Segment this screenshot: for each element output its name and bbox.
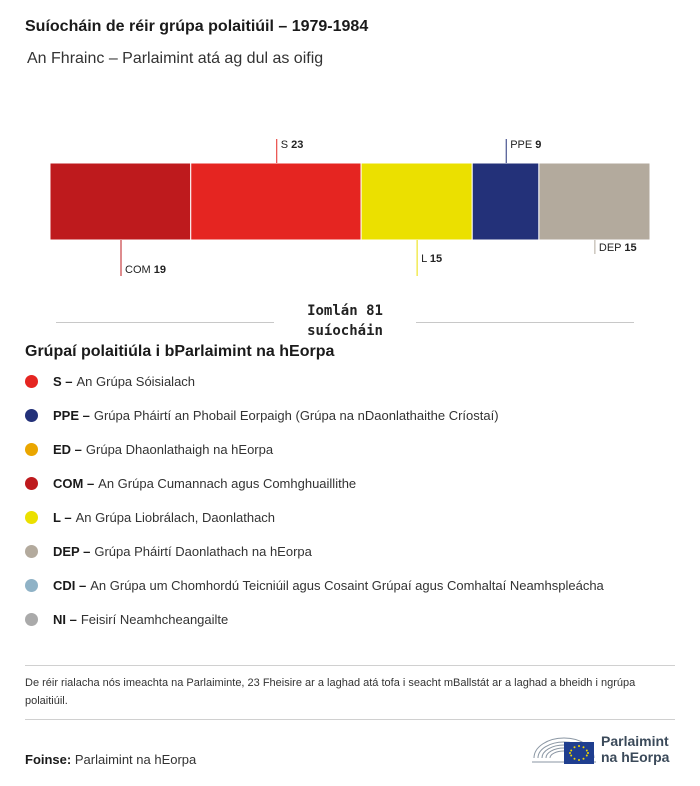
- source: Foinse: Parlaimint na hEorpa: [25, 752, 196, 767]
- bar-label-ppe: PPE 9: [510, 139, 541, 151]
- total-divider-right: [416, 322, 634, 323]
- source-text: Parlaimint na hEorpa: [74, 752, 197, 767]
- legend-color-swatch: [25, 408, 38, 422]
- total-seats-label: Iomlán 81 suíocháin: [274, 301, 416, 341]
- legend-item-cdi: CDI – An Grúpa um Chomhordú Teicniúil agu…: [25, 574, 685, 596]
- legend-text: An Grúpa Liobrálach, Daonlathach: [75, 509, 276, 525]
- bar-ppe: [471, 162, 540, 241]
- legend-abbr: CDI –: [53, 577, 87, 593]
- logo-line-1: Parlaimint: [601, 733, 669, 749]
- source-label: Foinse:: [25, 752, 72, 767]
- bar-label-dep: DEP 15: [599, 242, 637, 254]
- bar-dep: [538, 162, 651, 241]
- total-seats: Iomlán 81 suíocháin: [56, 298, 634, 344]
- logo-line-2: na hEorpa: [601, 749, 670, 765]
- legend-abbr: PPE –: [53, 407, 90, 423]
- legend-text: Feisirí Neamhcheangailte: [80, 611, 229, 627]
- parliament-emblem-icon: [532, 737, 596, 764]
- legend-item-l: L – An Grúpa Liobrálach, Daonlathach: [25, 506, 685, 528]
- legend-item-com: COM – An Grúpa Cumannach agus Comhghuaill…: [25, 472, 685, 494]
- chart-title: Suíocháin de réir grúpa polaitiúil – 197…: [25, 18, 369, 35]
- legend-color-swatch: [25, 510, 38, 524]
- seat-bar-chart: COM 19 S 23 L 15 PPE 9 DEP 15: [49, 139, 651, 276]
- bar-s: [190, 162, 362, 241]
- legend-title: Grúpaí polaitiúla i bParlaimint na hEorp…: [25, 343, 335, 360]
- footnote: De réir rialacha nós imeachta na Parlaim…: [25, 665, 675, 720]
- legend-text: Grúpa Dhaonlathaigh na hEorpa: [85, 441, 274, 457]
- legend-text: Grúpa Pháirtí Daonlathach na hEorpa: [94, 543, 312, 559]
- total-divider-left: [56, 322, 274, 323]
- legend-color-swatch: [25, 442, 38, 456]
- legend-text: An Grúpa um Chomhordú Teicniúil agus Cos…: [90, 577, 604, 593]
- legend-item-ppe: PPE – Grúpa Pháirtí an Phobail Eorpaigh (…: [25, 404, 685, 426]
- legend-item-ed: ED – Grúpa Dhaonlathaigh na hEorpa: [25, 438, 685, 460]
- legend-color-swatch: [25, 544, 38, 558]
- european-parliament-logo: Parlaimint na hEorpa: [530, 728, 680, 770]
- legend-text: An Grúpa Cumannach agus Comhghuaillithe: [98, 475, 357, 491]
- legend-color-swatch: [25, 612, 38, 626]
- legend-abbr: COM –: [53, 475, 95, 491]
- bar-l: [360, 162, 473, 241]
- legend-item-s: S – An Grúpa Sóisialach: [25, 370, 685, 392]
- bar-label-com: COM 19: [125, 264, 166, 276]
- legend-abbr: L –: [53, 509, 72, 525]
- chart-subtitle: An Fhrainc – Parlaimint atá ag dul as oi…: [27, 50, 324, 67]
- legend-item-dep: DEP – Grúpa Pháirtí Daonlathach na hEorpa: [25, 540, 685, 562]
- legend-abbr: NI –: [53, 611, 77, 627]
- legend-color-swatch: [25, 578, 38, 592]
- legend-text: Grúpa Pháirtí an Phobail Eorpaigh (Grúpa…: [93, 407, 499, 423]
- legend-text: An Grúpa Sóisialach: [76, 373, 196, 389]
- legend-abbr: S –: [53, 373, 73, 389]
- legend-color-swatch: [25, 374, 38, 388]
- bar-label-l: L 15: [421, 253, 442, 265]
- logo-text: Parlaimint na hEorpa: [601, 733, 669, 765]
- bar-label-s: S 23: [281, 139, 304, 151]
- bar-com: [49, 162, 192, 241]
- legend-color-swatch: [25, 476, 38, 490]
- legend-abbr: ED –: [53, 441, 82, 457]
- legend-item-ni: NI – Feisirí Neamhcheangailte: [25, 608, 685, 630]
- legend-abbr: DEP –: [53, 543, 91, 559]
